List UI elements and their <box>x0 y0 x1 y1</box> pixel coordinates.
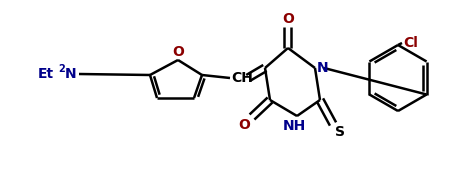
Text: O: O <box>172 45 184 59</box>
Text: NH: NH <box>282 119 305 133</box>
Text: O: O <box>281 12 293 26</box>
Text: S: S <box>334 125 344 139</box>
Text: O: O <box>238 118 249 132</box>
Text: Et: Et <box>38 67 54 81</box>
Text: CH: CH <box>230 71 252 85</box>
Text: N: N <box>65 67 77 81</box>
Text: Cl: Cl <box>402 36 417 50</box>
Text: N: N <box>317 61 328 75</box>
Text: 2: 2 <box>58 64 65 74</box>
